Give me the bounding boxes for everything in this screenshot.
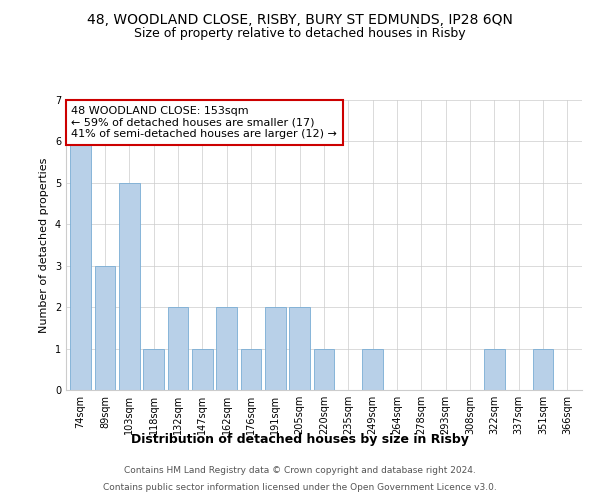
Bar bbox=[241, 348, 262, 390]
Text: Contains public sector information licensed under the Open Government Licence v3: Contains public sector information licen… bbox=[103, 484, 497, 492]
Bar bbox=[484, 348, 505, 390]
Bar bbox=[192, 348, 212, 390]
Text: 48, WOODLAND CLOSE, RISBY, BURY ST EDMUNDS, IP28 6QN: 48, WOODLAND CLOSE, RISBY, BURY ST EDMUN… bbox=[87, 12, 513, 26]
Text: Distribution of detached houses by size in Risby: Distribution of detached houses by size … bbox=[131, 432, 469, 446]
Bar bbox=[362, 348, 383, 390]
Bar bbox=[167, 307, 188, 390]
Bar bbox=[119, 183, 140, 390]
Bar bbox=[95, 266, 115, 390]
Text: Contains HM Land Registry data © Crown copyright and database right 2024.: Contains HM Land Registry data © Crown c… bbox=[124, 466, 476, 475]
Bar bbox=[533, 348, 553, 390]
Bar bbox=[143, 348, 164, 390]
Bar bbox=[289, 307, 310, 390]
Bar bbox=[70, 142, 91, 390]
Text: Size of property relative to detached houses in Risby: Size of property relative to detached ho… bbox=[134, 28, 466, 40]
Bar bbox=[216, 307, 237, 390]
Bar bbox=[314, 348, 334, 390]
Bar bbox=[265, 307, 286, 390]
Text: 48 WOODLAND CLOSE: 153sqm
← 59% of detached houses are smaller (17)
41% of semi-: 48 WOODLAND CLOSE: 153sqm ← 59% of detac… bbox=[71, 106, 337, 139]
Y-axis label: Number of detached properties: Number of detached properties bbox=[40, 158, 49, 332]
